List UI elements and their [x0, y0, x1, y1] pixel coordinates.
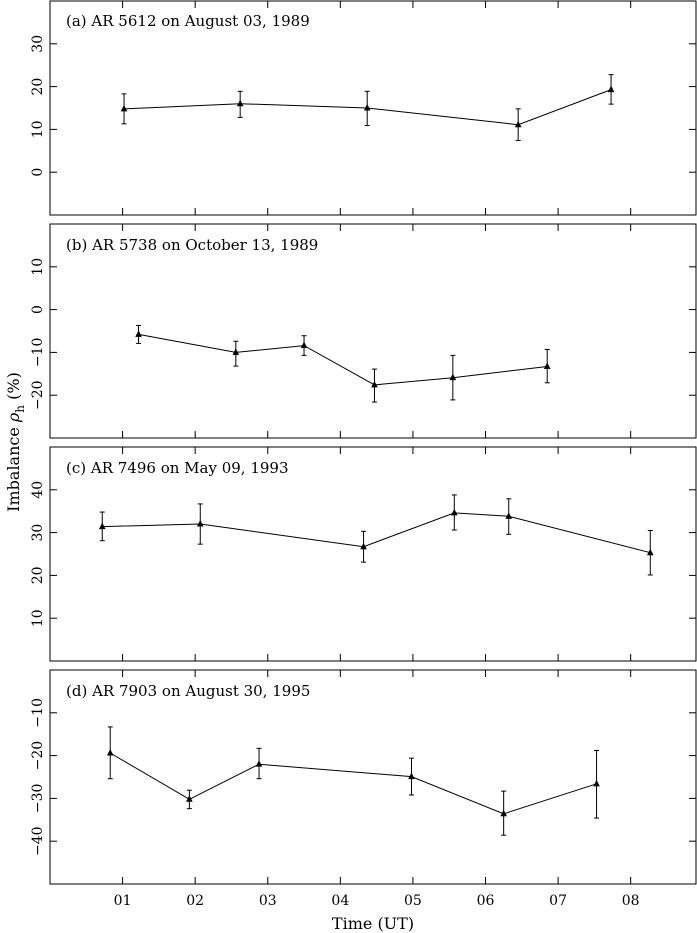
- data-point: [505, 512, 513, 519]
- data-point: [371, 380, 378, 388]
- y-tick-label: 20: [30, 566, 46, 584]
- y-axis-title-suffix: (%): [4, 372, 23, 405]
- x-tick-label: 01: [114, 893, 132, 909]
- data-point: [408, 772, 415, 780]
- series-line: [109, 752, 597, 815]
- panel-b-title: (b) AR 5738 on October 13, 1989: [66, 236, 318, 254]
- y-tick-label: −20: [30, 741, 46, 771]
- data-point: [500, 809, 507, 817]
- data-point: [232, 348, 240, 355]
- data-point: [120, 104, 128, 112]
- x-tick-label: 04: [331, 893, 349, 909]
- x-tick-label: 05: [404, 893, 422, 909]
- panel-c-title: (c) AR 7496 on May 09, 1993: [66, 459, 289, 477]
- x-tick-label: 02: [186, 893, 204, 909]
- data-point: [360, 542, 367, 550]
- y-tick-label: −10: [30, 338, 46, 368]
- y-tick-label: −20: [30, 380, 46, 410]
- data-point: [255, 760, 263, 767]
- y-axis-title-subscript: h: [13, 405, 27, 413]
- y-tick-label: 30: [30, 524, 46, 542]
- y-axis-title-symbol: ρ: [4, 412, 23, 423]
- y-tick-label: −30: [30, 784, 46, 814]
- panel-c: (c) AR 7496 on May 09, 1993 10 20 30 40: [30, 446, 697, 662]
- x-tick-labels: 01 02 03 04 05 06 07 08: [114, 893, 640, 909]
- panel-d: (d) AR 7903 on August 30, 1995 −40 −30 −20…: [30, 669, 697, 885]
- panel-a-title: (a) AR 5612 on August 03, 1989: [66, 12, 310, 30]
- y-tick-label: 0: [30, 305, 46, 314]
- data-point: [514, 120, 522, 128]
- y-tick-label: 10: [30, 120, 46, 138]
- panel-d-frame: [49, 669, 697, 885]
- x-tick-label: 03: [259, 893, 277, 909]
- data-point: [607, 85, 615, 93]
- panel-a: (a) AR 5612 on August 03, 1989 0 10 20 30: [30, 0, 697, 216]
- y-tick-label: 40: [30, 481, 46, 499]
- data-point: [363, 104, 371, 111]
- panel-a-frame: [49, 0, 697, 216]
- x-tick-label: 06: [477, 893, 495, 909]
- panel-b-frame: [49, 223, 697, 439]
- series-line: [102, 512, 651, 554]
- data-point: [236, 99, 244, 107]
- data-point: [646, 548, 654, 556]
- series-line: [138, 333, 548, 386]
- data-point: [106, 749, 114, 756]
- data-point: [135, 330, 142, 337]
- data-point: [543, 362, 551, 370]
- data-point: [98, 522, 106, 530]
- y-axis-title-prefix: Imbalance: [4, 422, 23, 512]
- x-tick-label: 07: [549, 893, 567, 909]
- panel-d-title: (d) AR 7903 on August 30, 1995: [66, 682, 310, 700]
- y-tick-label: 0: [30, 168, 46, 177]
- data-point: [196, 520, 204, 527]
- y-tick-label: 30: [30, 35, 46, 53]
- x-tick-label: 08: [622, 893, 640, 909]
- panel-c-frame: [49, 446, 697, 662]
- data-point: [593, 779, 600, 787]
- y-tick-label: 10: [30, 609, 46, 627]
- y-tick-label: 10: [30, 258, 46, 276]
- data-point: [450, 508, 458, 516]
- data-point: [186, 795, 193, 802]
- data-point: [300, 341, 308, 349]
- y-tick-label: −10: [30, 698, 46, 728]
- y-axis-title: Imbalance ρh (%): [4, 372, 27, 512]
- x-axis-title: Time (UT): [332, 914, 414, 933]
- panel-b: (b) AR 5738 on October 13, 1989 −20 −10 0 1…: [30, 223, 697, 439]
- data-point: [449, 373, 457, 381]
- y-tick-label: −40: [30, 826, 46, 856]
- y-tick-label: 20: [30, 78, 46, 96]
